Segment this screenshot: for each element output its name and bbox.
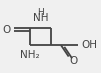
Text: O: O xyxy=(69,56,77,66)
Text: H: H xyxy=(37,8,44,17)
Text: NH: NH xyxy=(33,13,48,23)
Text: O: O xyxy=(3,25,11,35)
Text: OH: OH xyxy=(81,40,97,50)
Text: NH₂: NH₂ xyxy=(20,50,40,60)
